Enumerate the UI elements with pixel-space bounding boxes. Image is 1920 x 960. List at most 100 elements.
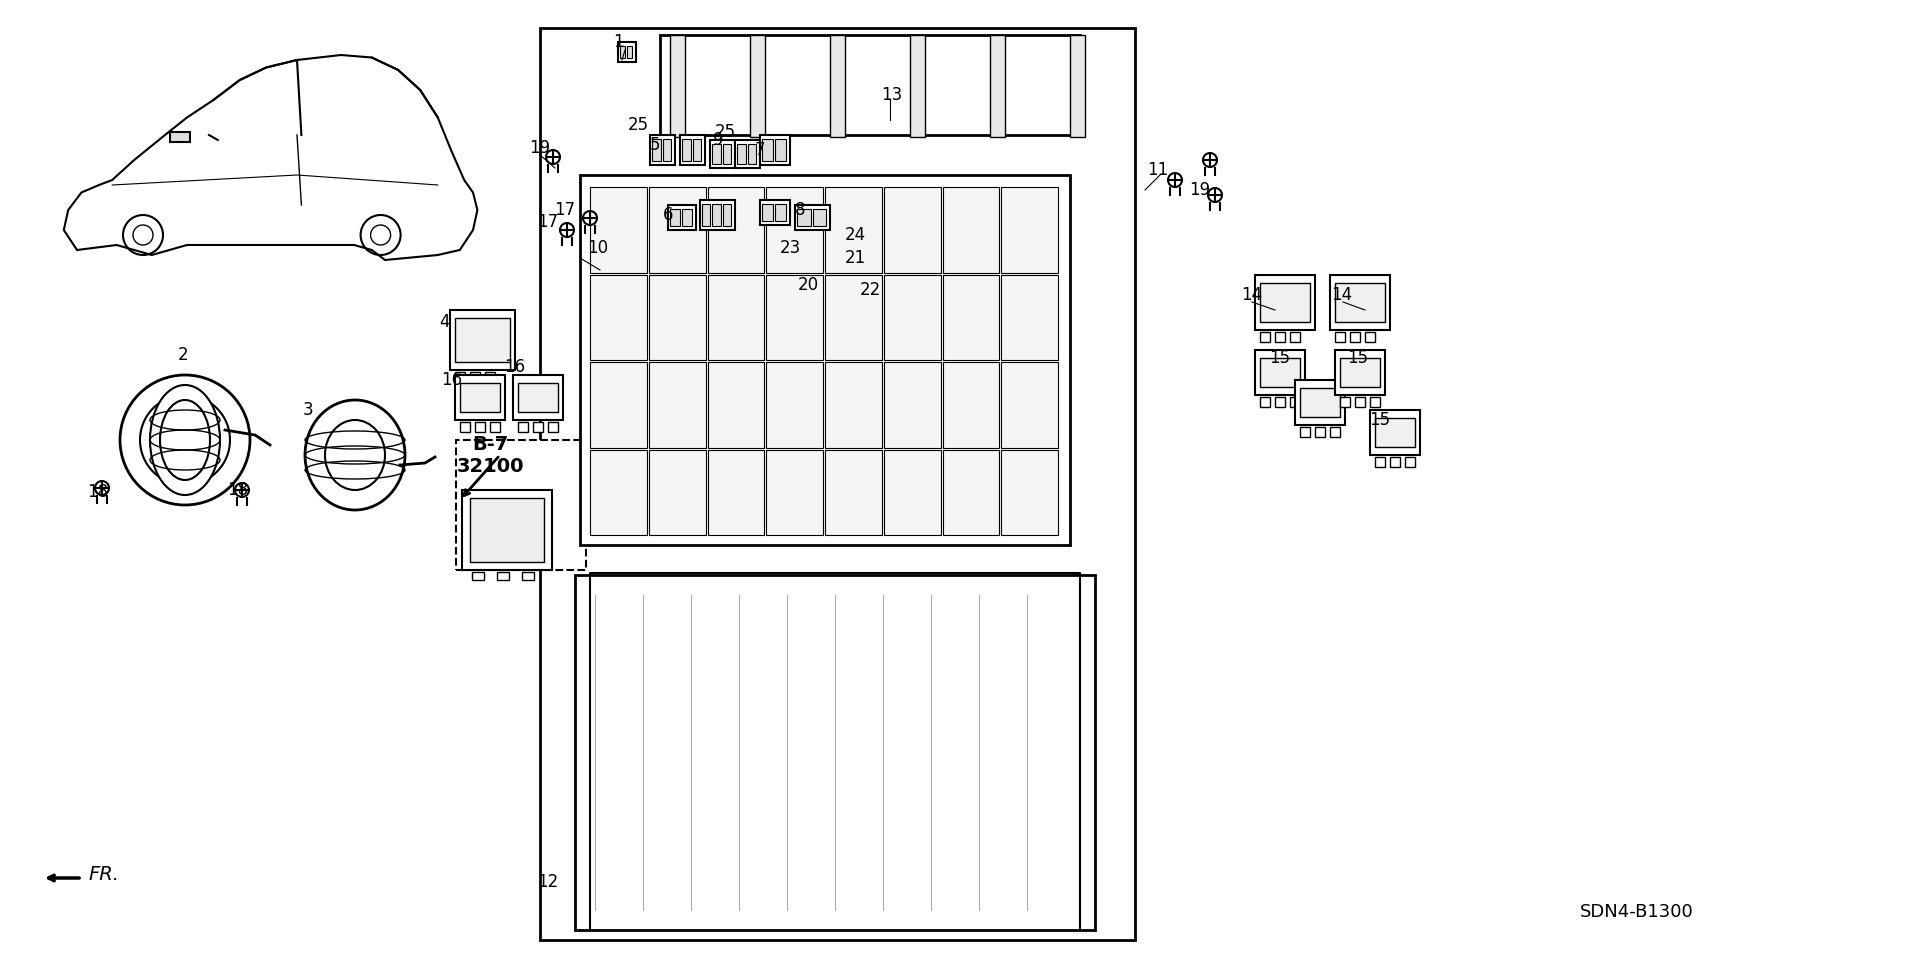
Bar (693, 139, 701, 161)
Bar (1260, 283, 1309, 322)
Bar (649, 362, 705, 447)
Bar (795, 205, 829, 230)
Bar (883, 362, 941, 447)
Bar (1315, 427, 1325, 437)
Text: 9: 9 (712, 131, 724, 149)
Bar (1000, 449, 1058, 535)
Bar (776, 139, 785, 161)
Bar (470, 498, 543, 562)
Bar (455, 318, 511, 362)
Bar (547, 422, 559, 432)
Text: 13: 13 (881, 86, 902, 104)
Bar (589, 275, 647, 360)
Text: 23: 23 (780, 239, 801, 257)
Bar (1000, 362, 1058, 447)
Bar (171, 132, 190, 141)
Bar (1356, 397, 1365, 407)
Text: 1: 1 (612, 33, 624, 51)
Bar (826, 275, 881, 360)
Text: 16: 16 (505, 358, 526, 376)
Bar (653, 139, 660, 161)
Bar (670, 209, 680, 226)
Text: 18: 18 (227, 481, 248, 499)
Bar (1331, 427, 1340, 437)
Text: 12: 12 (538, 873, 559, 891)
Text: FR.: FR. (88, 866, 119, 884)
Bar (461, 422, 470, 432)
Ellipse shape (159, 400, 209, 480)
Bar (943, 362, 998, 447)
Bar (1290, 397, 1300, 407)
Text: 25: 25 (714, 123, 735, 141)
Text: 22: 22 (860, 281, 881, 299)
Bar (737, 144, 745, 164)
Ellipse shape (324, 420, 386, 490)
PathPatch shape (63, 55, 478, 260)
Bar (722, 144, 732, 164)
Bar (1371, 397, 1380, 407)
Bar (1069, 35, 1085, 137)
Bar (1350, 332, 1359, 342)
Text: 6: 6 (662, 206, 674, 224)
Text: 18: 18 (88, 483, 109, 501)
Bar (490, 422, 499, 432)
Bar (910, 35, 925, 137)
Bar (1260, 332, 1269, 342)
Bar (943, 449, 998, 535)
Bar (461, 383, 499, 412)
Bar (797, 209, 810, 226)
Bar (883, 275, 941, 360)
Bar (766, 362, 824, 447)
Bar (1256, 275, 1315, 330)
Bar (589, 362, 647, 447)
Bar (1405, 457, 1415, 467)
Text: 11: 11 (1148, 161, 1169, 179)
Bar (620, 46, 626, 58)
Bar (776, 204, 785, 221)
Bar (707, 362, 764, 447)
Bar (883, 187, 941, 273)
Text: 21: 21 (845, 249, 866, 267)
Bar (474, 422, 486, 432)
Bar (762, 139, 774, 161)
Bar (1371, 410, 1421, 455)
Bar (457, 440, 586, 570)
Bar (463, 490, 553, 570)
Text: B-7
32100: B-7 32100 (457, 435, 524, 475)
Text: 19: 19 (530, 139, 551, 157)
Bar (455, 375, 505, 420)
Bar (518, 383, 559, 412)
Bar (943, 187, 998, 273)
Text: 5: 5 (649, 136, 660, 154)
Bar (1365, 332, 1375, 342)
Text: 25: 25 (628, 116, 649, 134)
Bar (760, 135, 789, 165)
Bar (540, 28, 1135, 940)
Bar (455, 372, 465, 382)
Bar (668, 205, 695, 230)
Bar (660, 35, 1079, 135)
Bar (649, 449, 705, 535)
Text: 15: 15 (1348, 349, 1369, 367)
Bar (751, 35, 764, 137)
Bar (1275, 397, 1284, 407)
Bar (472, 572, 484, 580)
Ellipse shape (150, 385, 221, 495)
Bar (628, 46, 632, 58)
Bar (712, 144, 720, 164)
Bar (518, 422, 528, 432)
Bar (712, 204, 720, 226)
Bar (1294, 380, 1346, 425)
Text: 14: 14 (1242, 286, 1263, 304)
Bar (589, 187, 647, 273)
Bar (486, 372, 495, 382)
Bar (762, 204, 774, 221)
Bar (651, 135, 676, 165)
Text: 15: 15 (1269, 349, 1290, 367)
Bar (1256, 350, 1306, 395)
Bar (943, 275, 998, 360)
Bar (682, 209, 691, 226)
Bar (1331, 275, 1390, 330)
Bar (618, 42, 636, 62)
Bar (1300, 388, 1340, 417)
